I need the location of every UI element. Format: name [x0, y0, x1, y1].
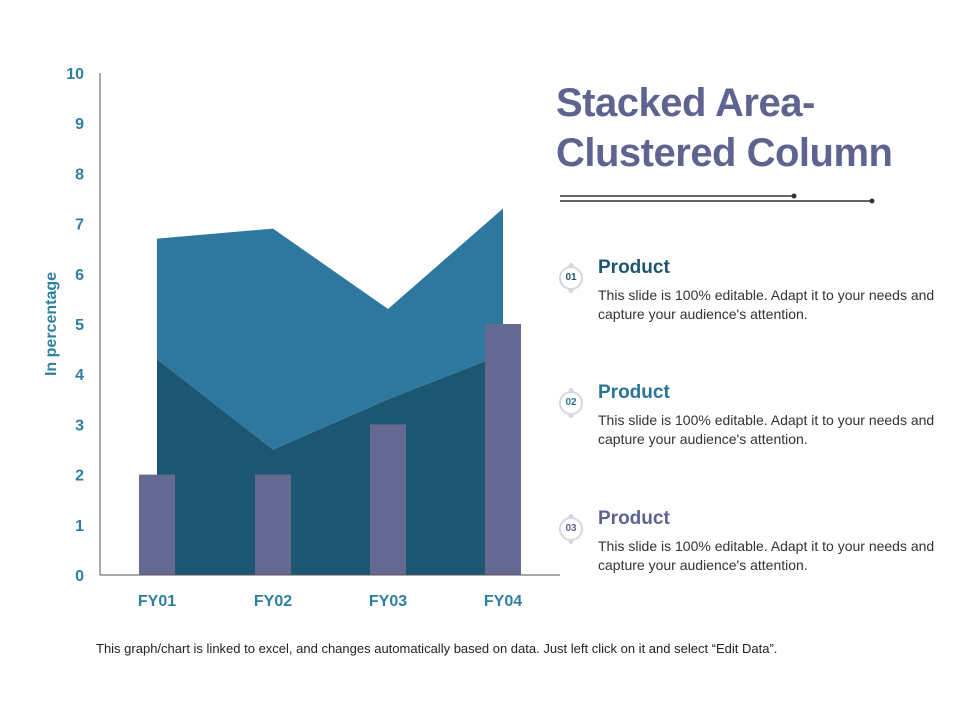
x-tick-fy03: FY03 [369, 593, 407, 610]
y-tick-4: 4 [75, 367, 84, 384]
y-tick-labels: 0 1 2 3 4 5 6 7 8 9 10 [66, 66, 84, 585]
slide-title: Stacked Area- Clustered Column [556, 81, 893, 175]
y-tick-6: 6 [75, 267, 84, 284]
badge-number: 01 [565, 272, 577, 283]
x-tick-fy04: FY04 [484, 593, 522, 610]
chart-columns [139, 324, 521, 575]
badge-number: 02 [565, 397, 577, 408]
area-series-1 [157, 354, 503, 575]
x-tick-labels: FY01 FY02 FY03 FY04 [138, 593, 522, 610]
badge-number: 03 [565, 523, 577, 534]
y-tick-0: 0 [75, 568, 84, 585]
badge-ring-icon [559, 514, 583, 544]
column-fy02 [255, 474, 291, 575]
y-tick-3: 3 [75, 417, 84, 434]
x-tick-fy02: FY02 [254, 593, 292, 610]
y-tick-10: 10 [66, 66, 84, 83]
number-badge: 01 [556, 263, 586, 293]
y-axis-label: In percentage [43, 272, 60, 376]
product-title: Product [598, 508, 670, 529]
chart: 0 1 2 3 4 5 6 7 8 9 10 FY01 FY02 FY03 FY04 In percent… [43, 66, 560, 610]
y-tick-1: 1 [75, 518, 84, 535]
y-tick-2: 2 [75, 468, 84, 485]
area-series-2 [157, 208, 503, 450]
number-badge: 02 [556, 388, 586, 418]
y-tick-8: 8 [75, 166, 84, 183]
badge-ring-icon [559, 388, 583, 418]
footnote: This graph/chart is linked to excel, and… [96, 641, 778, 656]
product-description: This slide is 100% editable. Adapt it to… [598, 287, 935, 322]
y-tick-5: 5 [75, 317, 84, 334]
deco-dot-2 [869, 198, 875, 204]
product-title: Product [598, 257, 670, 278]
column-fy04 [485, 324, 521, 575]
product-description: This slide is 100% editable. Adapt it to… [598, 412, 935, 447]
column-fy01 [139, 474, 175, 575]
y-tick-7: 7 [75, 217, 84, 234]
y-tick-9: 9 [75, 116, 84, 133]
chart-axes [99, 73, 560, 576]
x-tick-fy01: FY01 [138, 593, 176, 610]
deco-dot-1 [791, 193, 797, 199]
product-description: This slide is 100% editable. Adapt it to… [598, 538, 935, 573]
number-badge: 03 [556, 514, 586, 544]
product-title: Product [598, 382, 670, 403]
chart-areas [157, 208, 503, 575]
badge-ring-icon [559, 263, 583, 293]
decorative-lines [560, 193, 875, 204]
column-fy03 [370, 424, 406, 575]
